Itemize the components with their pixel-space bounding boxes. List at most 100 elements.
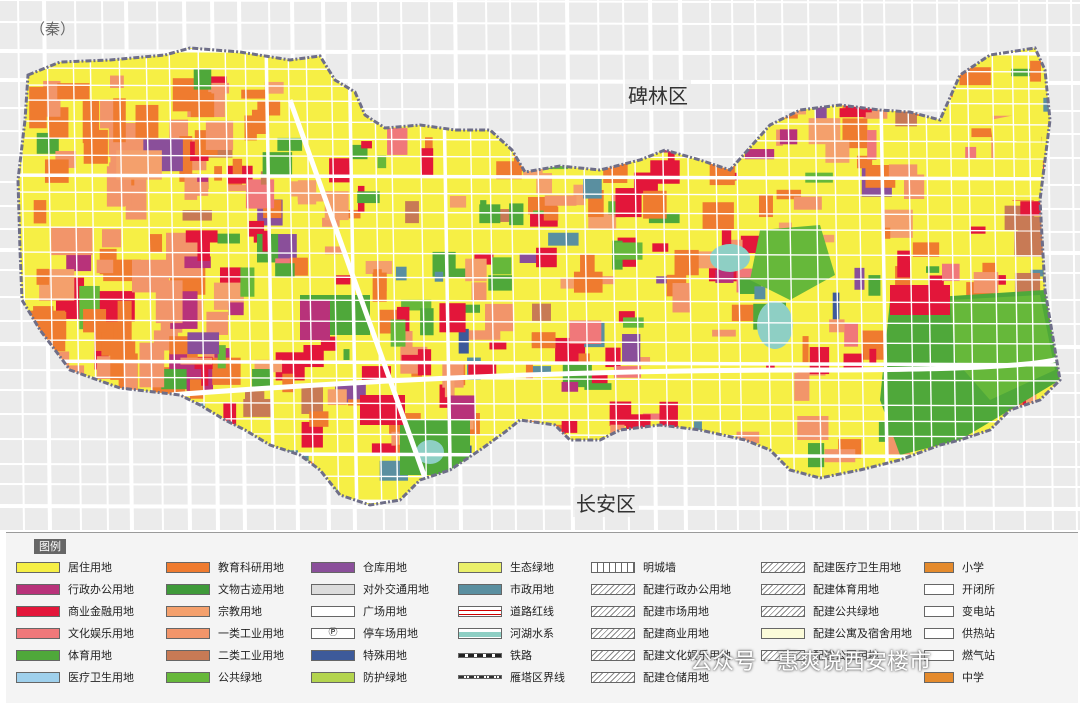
land-parcel <box>446 268 469 278</box>
land-parcel <box>672 283 691 313</box>
land-parcel <box>117 300 132 345</box>
land-parcel <box>262 152 293 175</box>
legend-swatch <box>311 583 355 595</box>
land-parcel <box>794 372 810 401</box>
legend-label: 配建市场用地 <box>643 605 709 618</box>
land-parcel <box>536 247 557 268</box>
land-parcel <box>868 275 881 296</box>
land-parcel <box>357 191 380 204</box>
legend-label: 明城墙 <box>643 561 676 574</box>
legend-label: 文化娱乐用地 <box>68 627 134 640</box>
land-parcel <box>434 271 444 282</box>
legend-swatch <box>311 671 355 683</box>
land-parcel <box>965 146 977 160</box>
legend-item: 配建公共绿地 <box>761 604 879 618</box>
legend-label: 特殊用地 <box>363 649 407 662</box>
legend-label: 配建文化娱乐用地 <box>643 649 731 662</box>
land-parcel <box>584 383 612 390</box>
land-parcel <box>573 271 603 293</box>
land-parcel <box>320 336 337 351</box>
land-parcel <box>420 148 434 177</box>
green-park-central <box>750 225 835 300</box>
legend-item: 配建医疗卫生用地 <box>761 560 901 574</box>
map-canvas <box>0 0 1080 530</box>
land-parcel <box>582 176 602 199</box>
legend-item: 燃气站 <box>924 648 995 662</box>
legend-label: 小学 <box>962 561 984 574</box>
legend-swatch <box>16 671 60 683</box>
land-parcel <box>659 401 678 430</box>
land-parcel <box>544 195 577 206</box>
legend-item: 医疗卫生用地 <box>16 670 134 684</box>
legend-label: 一类工业用地 <box>218 627 284 640</box>
land-parcel <box>715 270 734 283</box>
lake <box>757 301 793 349</box>
legend-swatch <box>311 649 355 661</box>
land-parcel <box>101 229 121 248</box>
legend-item: Ⓟ 停车场用地 <box>311 626 418 640</box>
land-parcel <box>652 243 669 252</box>
legend-swatch <box>166 605 210 617</box>
legend-item: 配建市场用地 <box>591 604 709 618</box>
land-parcel <box>190 92 215 118</box>
land-parcel <box>888 164 918 178</box>
bg-street <box>0 463 1080 468</box>
bg-street <box>0 504 1080 511</box>
land-parcel <box>182 210 212 221</box>
land-parcel <box>615 188 642 218</box>
legend-label: 中学 <box>962 671 984 684</box>
land-parcel <box>548 232 579 246</box>
district-road <box>18 173 1060 181</box>
legend-swatch <box>458 561 502 573</box>
legend-swatch <box>166 671 210 683</box>
land-parcel <box>731 304 760 322</box>
land-parcel <box>276 234 297 262</box>
district-boundary-line <box>16 46 1062 507</box>
legend-label: 防护绿地 <box>363 671 407 684</box>
legend-item: 公共绿地 <box>166 670 262 684</box>
legend-label: 停车场用地 <box>363 627 418 640</box>
legend-item: 居住用地 <box>16 560 112 574</box>
land-parcel <box>758 195 773 218</box>
map-legend: 图例 居住用地 行政办公用地 商业金融用地 文化娱乐用地 体育用地 医疗卫生用地 教育科研用… <box>6 532 1078 703</box>
land-parcel <box>390 319 406 347</box>
legend-swatch <box>924 649 954 661</box>
legend-label: 配建商业用地 <box>643 627 709 640</box>
district-road <box>856 48 866 505</box>
land-parcel <box>869 348 877 363</box>
land-parcel <box>211 82 230 94</box>
legend-swatch <box>591 561 635 573</box>
land-parcel <box>432 251 456 277</box>
legend-label: 体育用地 <box>68 649 112 662</box>
land-parcel <box>912 242 940 257</box>
legend-swatch <box>166 561 210 573</box>
land-parcel <box>941 263 960 282</box>
legend-label: 河湖水系 <box>510 627 554 640</box>
legend-item: 配建行政办公用地 <box>591 582 731 596</box>
legend-item: 河湖水系 <box>458 626 554 640</box>
legend-item: 铁路 <box>458 648 532 662</box>
land-parcel <box>206 76 227 86</box>
legend-swatch <box>458 583 502 595</box>
legend-item: 教育科研用地 <box>166 560 284 574</box>
legend-item: 特殊用地 <box>311 648 407 662</box>
district-label-changan: 长安区 <box>573 488 639 517</box>
district-road <box>305 48 315 505</box>
legend-label: 市政用地 <box>510 583 554 596</box>
legend-item: 广场用地 <box>311 604 407 618</box>
land-parcel <box>560 278 577 289</box>
land-parcel <box>377 155 387 169</box>
land-parcel <box>802 336 809 363</box>
legend-label: 变电站 <box>962 605 995 618</box>
land-parcel <box>496 161 522 180</box>
legend-label: 对外交通用地 <box>363 583 429 596</box>
land-parcel <box>867 130 877 160</box>
land-parcel <box>197 231 210 261</box>
land-parcel <box>193 69 212 90</box>
district-road <box>832 48 842 505</box>
land-parcel <box>578 353 590 363</box>
legend-swatch: Ⓟ <box>311 627 355 639</box>
land-parcel <box>336 275 351 285</box>
diagonal-main-road <box>287 99 443 505</box>
legend-label: 配建体育用地 <box>813 583 879 596</box>
